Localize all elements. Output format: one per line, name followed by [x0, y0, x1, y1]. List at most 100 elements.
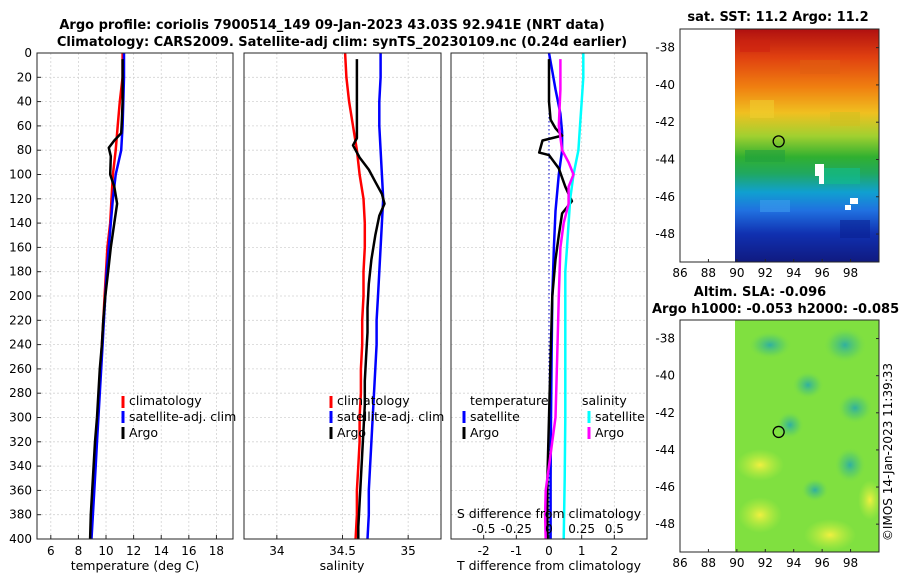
salinity-axes-frame [243, 52, 442, 540]
series-line-argo [88, 59, 124, 540]
secondary-x-tick-label: 0.5 [605, 522, 624, 536]
map-x-tick-label: 86 [672, 266, 687, 280]
map-y-tick-label: -42 [655, 406, 675, 420]
map-x-tick-label: 94 [786, 266, 801, 280]
map-x-tick-label: 90 [729, 266, 744, 280]
series-line-t-satellite [547, 52, 564, 539]
series-line-satellite-adj-clim [366, 53, 385, 540]
map-x-tick-label: 94 [786, 556, 801, 570]
legend-label-climatology: climatology [337, 393, 410, 408]
y-tick-label: 360 [9, 483, 32, 497]
legend-label-t-satellite: satellite [470, 409, 520, 424]
sst-map-texture [740, 40, 870, 238]
y-tick-label: 320 [9, 435, 32, 449]
sst-map-missing-data [845, 205, 851, 210]
x-tick-label: -1 [510, 544, 522, 558]
temperature-axes-frame [36, 52, 234, 540]
y-tick-label: 140 [9, 216, 32, 230]
series-line-s-argo [543, 59, 575, 540]
legend-label-s-satellite: satellite [595, 409, 645, 424]
map-y-tick-label: -38 [655, 41, 675, 55]
legend-label-satellite: satellite-adj. clim [337, 409, 444, 424]
y-tick-label: 300 [9, 411, 32, 425]
x-tick-label: 34.5 [329, 544, 356, 558]
y-tick-label: 340 [9, 459, 32, 473]
sla-map-panel: Altim. SLA: -0.096 Argo h1000: -0.053 h2… [652, 285, 899, 570]
series-line-argo [351, 59, 386, 539]
legend-label-argo: Argo [337, 425, 366, 440]
x-tick-label: 8 [75, 544, 83, 558]
y-tick-label: 220 [9, 313, 32, 327]
sla-map-frame [679, 319, 880, 553]
secondary-x-tick-label: 0 [545, 522, 553, 536]
temperature-xlabel: temperature (deg C) [71, 558, 200, 573]
sla-map-float-marker [772, 425, 785, 439]
x-tick-label: 12 [126, 544, 141, 558]
y-tick-label: 180 [9, 265, 32, 279]
map-y-tick-label: -38 [655, 332, 675, 346]
difference-legend: temperature salinity satellite Argo sate… [462, 393, 645, 440]
map-x-tick-label: 92 [758, 266, 773, 280]
sst-map-missing-data [850, 198, 858, 204]
sst-map-frame [679, 28, 880, 263]
y-tick-label: 20 [17, 70, 32, 84]
x-tick-label: 18 [209, 544, 224, 558]
temperature-legend: climatology satellite-adj. clim Argo [121, 393, 236, 440]
map-x-tick-label: 96 [815, 266, 830, 280]
y-tick-label: 120 [9, 192, 32, 206]
map-x-tick-label: 90 [729, 556, 744, 570]
map-y-tick-label: -44 [655, 443, 675, 457]
sst-map-title: sat. SST: 11.2 Argo: 11.2 [687, 10, 868, 25]
series-line-climatology [343, 52, 367, 540]
y-tick-label: 100 [9, 168, 32, 182]
legend-label-argo: Argo [129, 425, 158, 440]
x-tick-label: 35 [401, 544, 416, 558]
sst-map-missing-data [819, 176, 824, 184]
map-y-tick-label: -42 [655, 115, 675, 129]
map-x-tick-label: 88 [701, 266, 716, 280]
legend-header-salinity: salinity [582, 393, 627, 408]
map-x-tick-label: 98 [843, 556, 858, 570]
x-tick-label: 0 [545, 544, 553, 558]
secondary-x-tick-label: -0.25 [501, 522, 532, 536]
legend-label-s-argo: Argo [595, 425, 624, 440]
salinity-legend: climatology satellite-adj. clim Argo [329, 393, 444, 440]
y-tick-label: 0 [24, 46, 32, 60]
map-y-tick-label: -40 [655, 78, 675, 92]
secondary-x-tick-label: -0.5 [472, 522, 495, 536]
map-x-tick-label: 96 [815, 556, 830, 570]
y-tick-label: 40 [17, 95, 32, 109]
x-tick-label: 34 [269, 544, 284, 558]
x-tick-label: 2 [611, 544, 619, 558]
x-tick-label: 14 [154, 544, 169, 558]
difference-xlabel: T difference from climatology [456, 558, 642, 573]
sst-map-panel: sat. SST: 11.2 Argo: 11.2 86 88 90 92 94 96 98… [655, 10, 880, 280]
figure-title-line2: Climatology: CARS2009. Satellite-adj cli… [57, 35, 627, 50]
x-tick-label: 1 [578, 544, 586, 558]
credit-text: ©IMOS 14-Jan-2023 11:39:33 [881, 363, 895, 541]
y-tick-label: 260 [9, 362, 32, 376]
sst-map-float-marker [772, 135, 785, 148]
x-tick-label: 16 [181, 544, 196, 558]
map-y-tick-label: -40 [655, 369, 675, 383]
x-tick-label: 6 [47, 544, 55, 558]
salinity-xlabel: salinity [320, 558, 365, 573]
sst-map-missing-data [815, 164, 824, 176]
secondary-x-tick-label: 0.25 [568, 522, 595, 536]
map-y-tick-label: -48 [655, 227, 675, 241]
sla-map-title-line2: Argo h1000: -0.053 h2000: -0.085 [652, 302, 899, 317]
map-x-tick-label: 88 [701, 556, 716, 570]
legend-header-temperature: temperature [470, 393, 549, 408]
figure-title-line1: Argo profile: coriolis 7900514_149 09-Ja… [59, 18, 604, 33]
y-tick-label: 160 [9, 240, 32, 254]
map-y-tick-label: -46 [655, 480, 675, 494]
map-x-tick-label: 86 [672, 556, 687, 570]
y-tick-label: 280 [9, 386, 32, 400]
x-tick-label: -2 [478, 544, 490, 558]
sla-map-texture [736, 327, 882, 551]
difference-axes-frame [450, 52, 648, 540]
legend-label-t-argo: Argo [470, 425, 499, 440]
map-y-tick-label: -48 [655, 517, 675, 531]
map-y-tick-label: -46 [655, 190, 675, 204]
